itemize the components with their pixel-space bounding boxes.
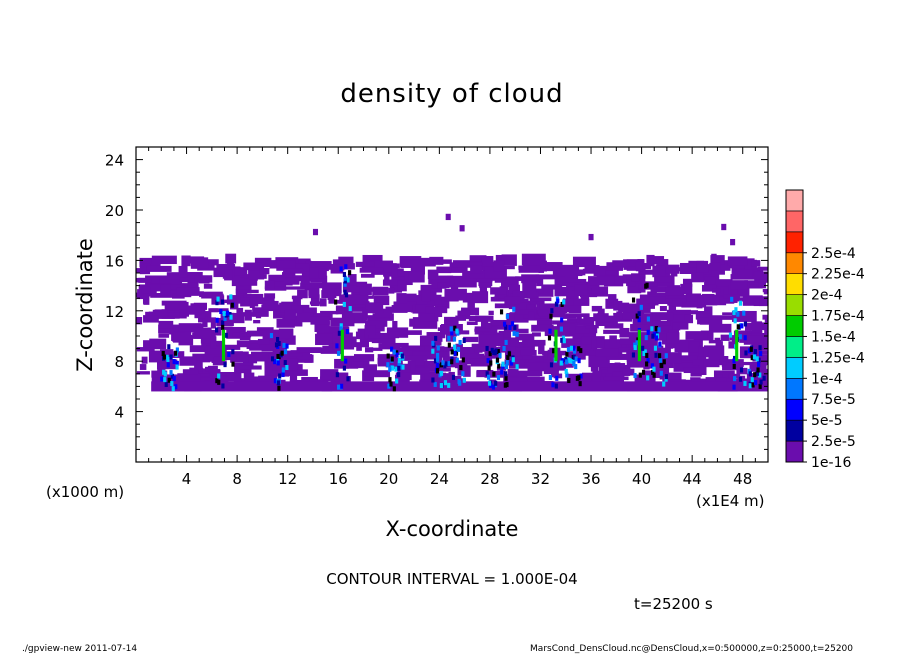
colorbar: 1e-16 2.5e-5 5e-5 7.5e-5 1e-4 1.25e-4 1.5e-4 1.… xyxy=(785,189,865,471)
chart-title: density of cloud xyxy=(340,79,563,109)
colorbar-label: 7.5e-5 xyxy=(811,392,856,408)
colorbar-label: 1e-16 xyxy=(811,455,851,471)
colorbar-swatch xyxy=(785,336,804,358)
x-unit-left: (x1000 m) xyxy=(46,483,124,501)
colorbar-swatch xyxy=(785,378,804,400)
colorbar-swatch xyxy=(785,398,804,421)
colorbar-label: 1.25e-4 xyxy=(811,350,865,366)
colorbar-label: 2.25e-4 xyxy=(811,267,865,283)
colorbar-swatch xyxy=(785,189,804,212)
colorbar-label: 2e-4 xyxy=(811,288,843,304)
y-tick-label: 4 xyxy=(114,404,124,422)
contour-interval: CONTOUR INTERVAL = 1.000E-04 xyxy=(326,570,577,588)
colorbar-swatch xyxy=(785,315,804,337)
y-tick-label: 24 xyxy=(105,152,124,170)
x-unit-right: (x1E4 m) xyxy=(696,492,765,510)
x-tick-label: 16 xyxy=(329,470,348,488)
cloud-density-field xyxy=(136,213,768,392)
y-tick-label: 16 xyxy=(105,252,124,270)
x-tick-label: 36 xyxy=(581,470,600,488)
x-tick-label: 40 xyxy=(632,470,651,488)
colorbar-swatch xyxy=(785,210,804,233)
colorbar-label: 1e-4 xyxy=(811,371,843,387)
y-axis: 4 8 12 16 20 24 xyxy=(105,152,768,450)
colorbar-label: 2.5e-4 xyxy=(811,246,856,262)
x-tick-label: 12 xyxy=(278,470,297,488)
footer-right: MarsCond_DensCloud.nc@DensCloud,x=0:5000… xyxy=(530,644,853,654)
colorbar-swatch xyxy=(785,440,804,463)
x-tick-label: 4 xyxy=(182,470,192,488)
colorbar-swatch xyxy=(785,252,804,274)
colorbar-frame xyxy=(785,189,804,463)
colorbar-label: 2.5e-5 xyxy=(811,434,856,450)
x-tick-label: 20 xyxy=(379,470,398,488)
x-tick-label: 24 xyxy=(430,470,449,488)
y-tick-label: 20 xyxy=(105,202,124,220)
footer-left: ./gpview-new 2011-07-14 xyxy=(22,644,137,654)
colorbar-swatch xyxy=(785,294,804,316)
y-tick-label: 8 xyxy=(114,353,124,371)
colorbar-swatch xyxy=(785,357,804,379)
x-tick-label: 44 xyxy=(683,470,702,488)
y-axis-label: Z-coordinate xyxy=(73,238,97,372)
colorbar-label: 1.5e-4 xyxy=(811,329,856,345)
y-tick-label: 12 xyxy=(105,303,124,321)
x-tick-label: 8 xyxy=(232,470,242,488)
colorbar-swatch xyxy=(785,419,804,442)
time-label: t=25200 s xyxy=(634,595,713,613)
x-axis-label: X-coordinate xyxy=(386,517,519,541)
colorbar-label: 1.75e-4 xyxy=(811,309,865,325)
x-tick-label: 32 xyxy=(531,470,550,488)
x-tick-label: 48 xyxy=(733,470,752,488)
colorbar-label: 5e-5 xyxy=(811,413,842,429)
x-tick-label: 28 xyxy=(480,470,499,488)
colorbar-swatch xyxy=(785,231,804,254)
colorbar-swatch xyxy=(785,273,804,295)
x-axis: 4 8 12 16 20 24 28 32 36 40 44 48 xyxy=(148,147,756,488)
